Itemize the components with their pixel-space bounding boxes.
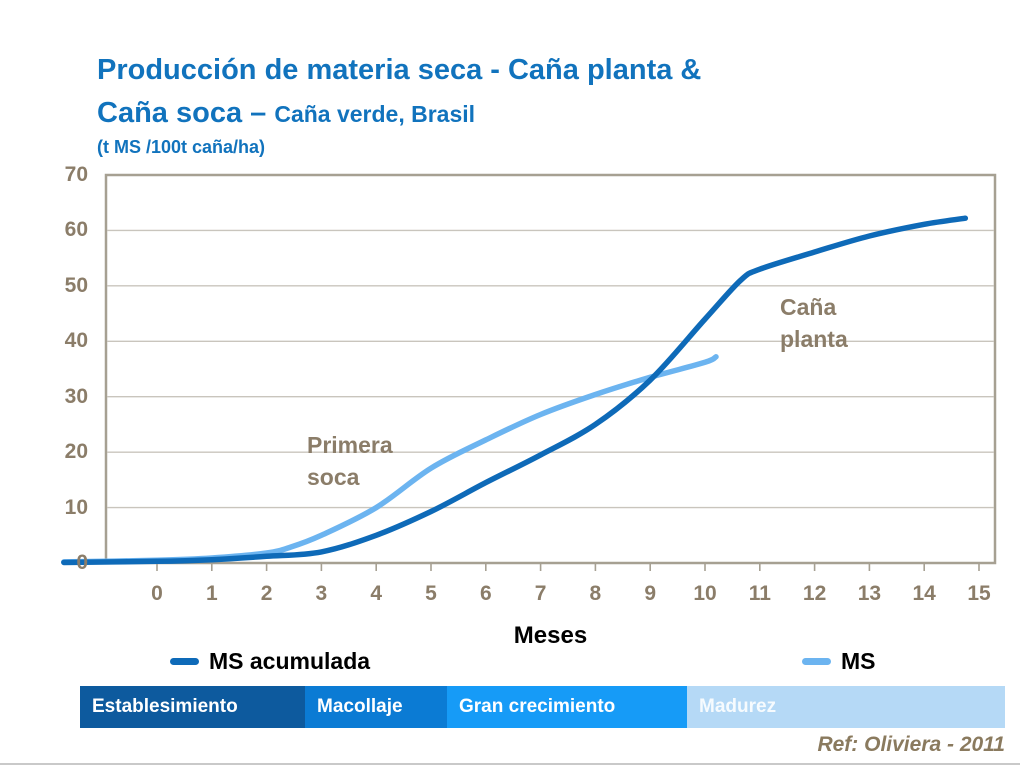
- chart-title: Producción de materia seca - Caña planta…: [97, 48, 701, 161]
- title-line-2: Caña soca – Caña verde, Brasil: [97, 93, 701, 134]
- y-tick-label: 20: [64, 440, 88, 464]
- title-line-2-large: Caña soca –: [97, 97, 275, 129]
- x-tick-label: 15: [967, 582, 991, 605]
- y-tick-label: 70: [64, 163, 88, 186]
- y-tick-label: 50: [64, 273, 88, 297]
- x-tick-label: 11: [748, 582, 771, 605]
- y-tick-label: 30: [64, 384, 88, 408]
- line-chart-plot: [61, 173, 997, 571]
- legend-dash-dark-blue: [170, 658, 199, 665]
- y-tick-label: 0: [76, 551, 88, 574]
- title-line-1: Producción de materia seca - Caña planta…: [97, 54, 702, 86]
- y-tick-label: 10: [64, 495, 88, 519]
- legend-item-ms: MS: [802, 648, 876, 675]
- growth-phase-bar: Establesimiento Macollaje Gran crecimiento…: [80, 686, 1005, 728]
- phase-segment-madurez: Madurez: [687, 686, 1005, 728]
- x-tick-label: 1: [205, 582, 218, 605]
- x-tick-label: 10: [693, 582, 717, 605]
- phase-segment-gran-crecimiento: Gran crecimiento: [447, 686, 687, 728]
- x-tick-label: 7: [534, 582, 547, 605]
- bottom-divider-line: [0, 763, 1020, 765]
- phase-label: Madurez: [699, 696, 777, 717]
- phase-label: Establesimiento: [92, 696, 238, 717]
- x-tick-label: 12: [802, 582, 827, 605]
- x-tick-label: 4: [370, 582, 383, 605]
- legend-item-ms-acumulada: MS acumulada: [170, 648, 370, 675]
- title-line-2-small: Caña verde, Brasil: [274, 101, 476, 127]
- x-tick-label: 6: [479, 582, 492, 605]
- x-tick-label: 3: [315, 582, 328, 605]
- phase-label: Gran crecimiento: [459, 696, 616, 717]
- phase-label: Macollaje: [317, 696, 403, 717]
- x-tick-label: 8: [589, 582, 602, 605]
- y-tick-label: 60: [64, 218, 88, 242]
- phase-segment-macollaje: Macollaje: [305, 686, 447, 728]
- axis-units-subtitle: (t MS /100t caña/ha): [97, 137, 266, 157]
- legend-dash-light-blue: [802, 658, 831, 665]
- x-tick-label: 0: [151, 582, 163, 605]
- x-tick-label: 14: [912, 582, 936, 605]
- x-tick-label: 9: [644, 582, 657, 605]
- x-tick-label: 5: [425, 582, 437, 605]
- plot-box: [104, 173, 997, 565]
- phase-segment-establesimiento: Establesimiento: [80, 686, 305, 728]
- legend-label-ms: MS: [841, 648, 876, 674]
- x-tick-label: 13: [857, 582, 882, 605]
- series-line-ms-acumulada: [61, 215, 969, 566]
- x-axis-title: Meses: [513, 622, 588, 649]
- reference-citation: Ref: Oliviera - 2011: [817, 733, 1005, 756]
- annotation-cana-planta: Caña planta: [780, 294, 848, 352]
- x-tick-label: 2: [260, 582, 273, 605]
- annotation-primera-soca: Primera soca: [307, 432, 393, 490]
- legend-label-ms-acumulada: MS acumulada: [209, 648, 371, 674]
- y-tick-label: 40: [64, 329, 88, 353]
